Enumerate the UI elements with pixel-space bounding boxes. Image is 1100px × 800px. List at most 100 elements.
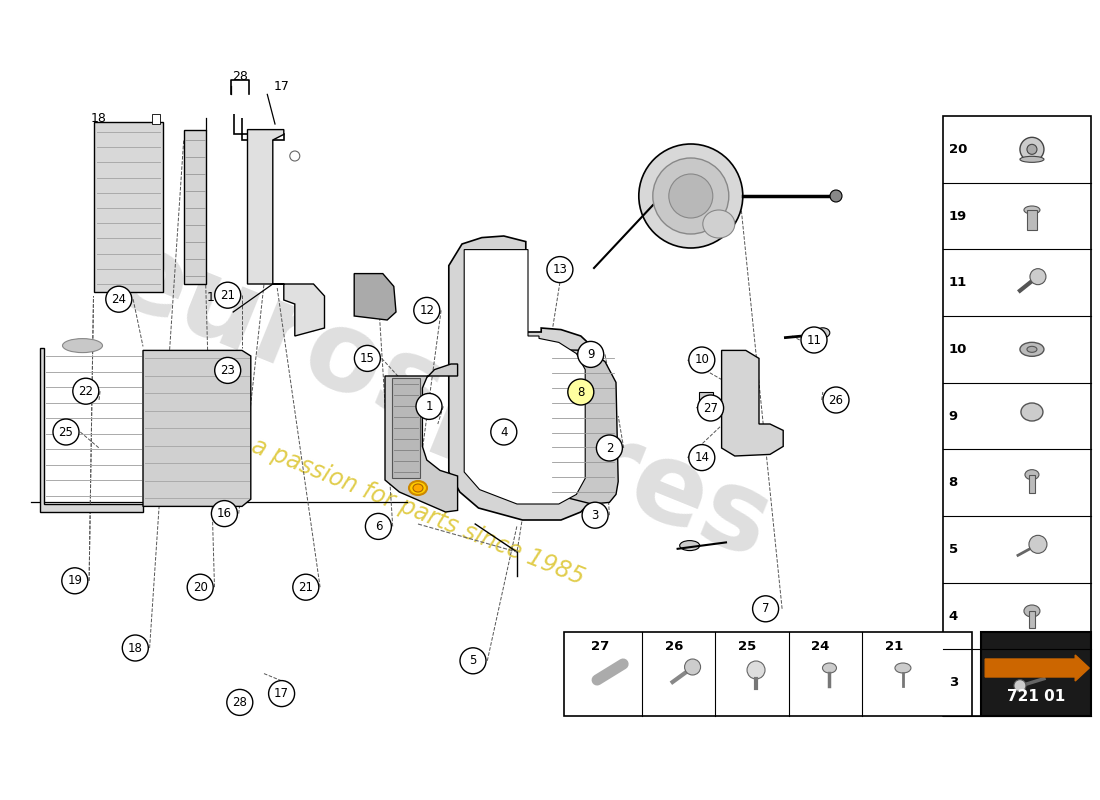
Circle shape xyxy=(547,257,573,282)
Text: 21: 21 xyxy=(884,640,903,653)
Polygon shape xyxy=(550,350,618,504)
Circle shape xyxy=(414,298,440,323)
Circle shape xyxy=(227,690,253,715)
Text: 11: 11 xyxy=(948,276,967,289)
Circle shape xyxy=(416,394,442,419)
Circle shape xyxy=(823,387,849,413)
Text: a passion for parts since 1985: a passion for parts since 1985 xyxy=(249,434,587,590)
Text: 10: 10 xyxy=(948,343,967,356)
Text: 24: 24 xyxy=(111,293,126,306)
Text: 17: 17 xyxy=(274,687,289,700)
Text: 5: 5 xyxy=(470,654,476,667)
Text: 22: 22 xyxy=(78,385,94,398)
Circle shape xyxy=(268,681,295,706)
Text: 10: 10 xyxy=(694,354,710,366)
Text: 4: 4 xyxy=(948,610,958,622)
Bar xyxy=(698,392,713,402)
Text: 9: 9 xyxy=(587,348,594,361)
Text: 25: 25 xyxy=(738,640,757,653)
Circle shape xyxy=(211,501,238,526)
Polygon shape xyxy=(143,350,251,506)
Text: 3: 3 xyxy=(592,509,598,522)
Text: 3: 3 xyxy=(948,676,958,689)
Text: 20: 20 xyxy=(948,143,967,156)
Circle shape xyxy=(568,379,594,405)
Polygon shape xyxy=(184,130,206,284)
Text: 26: 26 xyxy=(664,640,683,653)
Polygon shape xyxy=(449,236,603,520)
Text: 26: 26 xyxy=(828,394,844,406)
Circle shape xyxy=(830,190,842,202)
Bar xyxy=(1028,611,1035,628)
Circle shape xyxy=(684,659,701,675)
Circle shape xyxy=(747,661,764,679)
Text: 13: 13 xyxy=(552,263,568,276)
Circle shape xyxy=(354,346,381,371)
Text: 25: 25 xyxy=(58,426,74,438)
Circle shape xyxy=(122,635,149,661)
Polygon shape xyxy=(392,378,420,478)
Bar xyxy=(152,114,160,124)
Circle shape xyxy=(652,158,729,234)
Bar xyxy=(1027,210,1037,230)
Bar xyxy=(1028,474,1035,493)
Polygon shape xyxy=(722,350,783,456)
Polygon shape xyxy=(94,122,163,292)
Text: 24: 24 xyxy=(812,640,829,653)
Text: 1: 1 xyxy=(426,400,432,413)
Ellipse shape xyxy=(63,338,102,353)
Text: 18: 18 xyxy=(128,642,143,654)
Text: 23: 23 xyxy=(220,364,235,377)
Circle shape xyxy=(697,395,724,421)
Text: 721 01: 721 01 xyxy=(1008,689,1065,704)
Circle shape xyxy=(1020,138,1044,162)
Text: 12: 12 xyxy=(419,304,435,317)
Bar xyxy=(564,632,972,716)
Circle shape xyxy=(689,347,715,373)
Circle shape xyxy=(53,419,79,445)
Text: 16: 16 xyxy=(217,507,232,520)
Ellipse shape xyxy=(1025,470,1038,480)
Text: 5: 5 xyxy=(948,543,958,556)
Circle shape xyxy=(1030,269,1046,285)
Ellipse shape xyxy=(409,481,427,495)
Text: 27: 27 xyxy=(703,402,718,414)
Circle shape xyxy=(365,514,392,539)
Circle shape xyxy=(214,358,241,383)
Circle shape xyxy=(293,574,319,600)
Polygon shape xyxy=(248,130,324,336)
Circle shape xyxy=(187,574,213,600)
Text: 7: 7 xyxy=(762,602,769,615)
Bar xyxy=(981,632,1091,716)
Text: 6: 6 xyxy=(375,520,382,533)
Text: 21: 21 xyxy=(220,289,235,302)
Circle shape xyxy=(1027,144,1037,154)
Ellipse shape xyxy=(1024,206,1040,214)
Ellipse shape xyxy=(703,210,735,238)
Text: 21: 21 xyxy=(298,581,314,594)
Text: 19: 19 xyxy=(948,210,967,222)
Text: 28: 28 xyxy=(232,70,248,83)
Text: 16: 16 xyxy=(207,291,222,304)
Ellipse shape xyxy=(1027,346,1037,352)
Ellipse shape xyxy=(412,484,424,492)
Bar xyxy=(943,116,1091,716)
Circle shape xyxy=(582,502,608,528)
Circle shape xyxy=(596,435,623,461)
Ellipse shape xyxy=(1020,342,1044,356)
Ellipse shape xyxy=(823,663,836,673)
Circle shape xyxy=(669,174,713,218)
Circle shape xyxy=(752,596,779,622)
FancyArrow shape xyxy=(986,655,1089,681)
Text: 18: 18 xyxy=(91,112,107,125)
Text: 15: 15 xyxy=(360,352,375,365)
Text: 9: 9 xyxy=(948,410,958,422)
Text: 27: 27 xyxy=(591,640,609,653)
Polygon shape xyxy=(40,348,143,512)
Circle shape xyxy=(214,282,241,308)
Circle shape xyxy=(1028,535,1047,554)
Circle shape xyxy=(62,568,88,594)
Circle shape xyxy=(491,419,517,445)
Circle shape xyxy=(289,151,300,161)
Ellipse shape xyxy=(1020,156,1044,162)
